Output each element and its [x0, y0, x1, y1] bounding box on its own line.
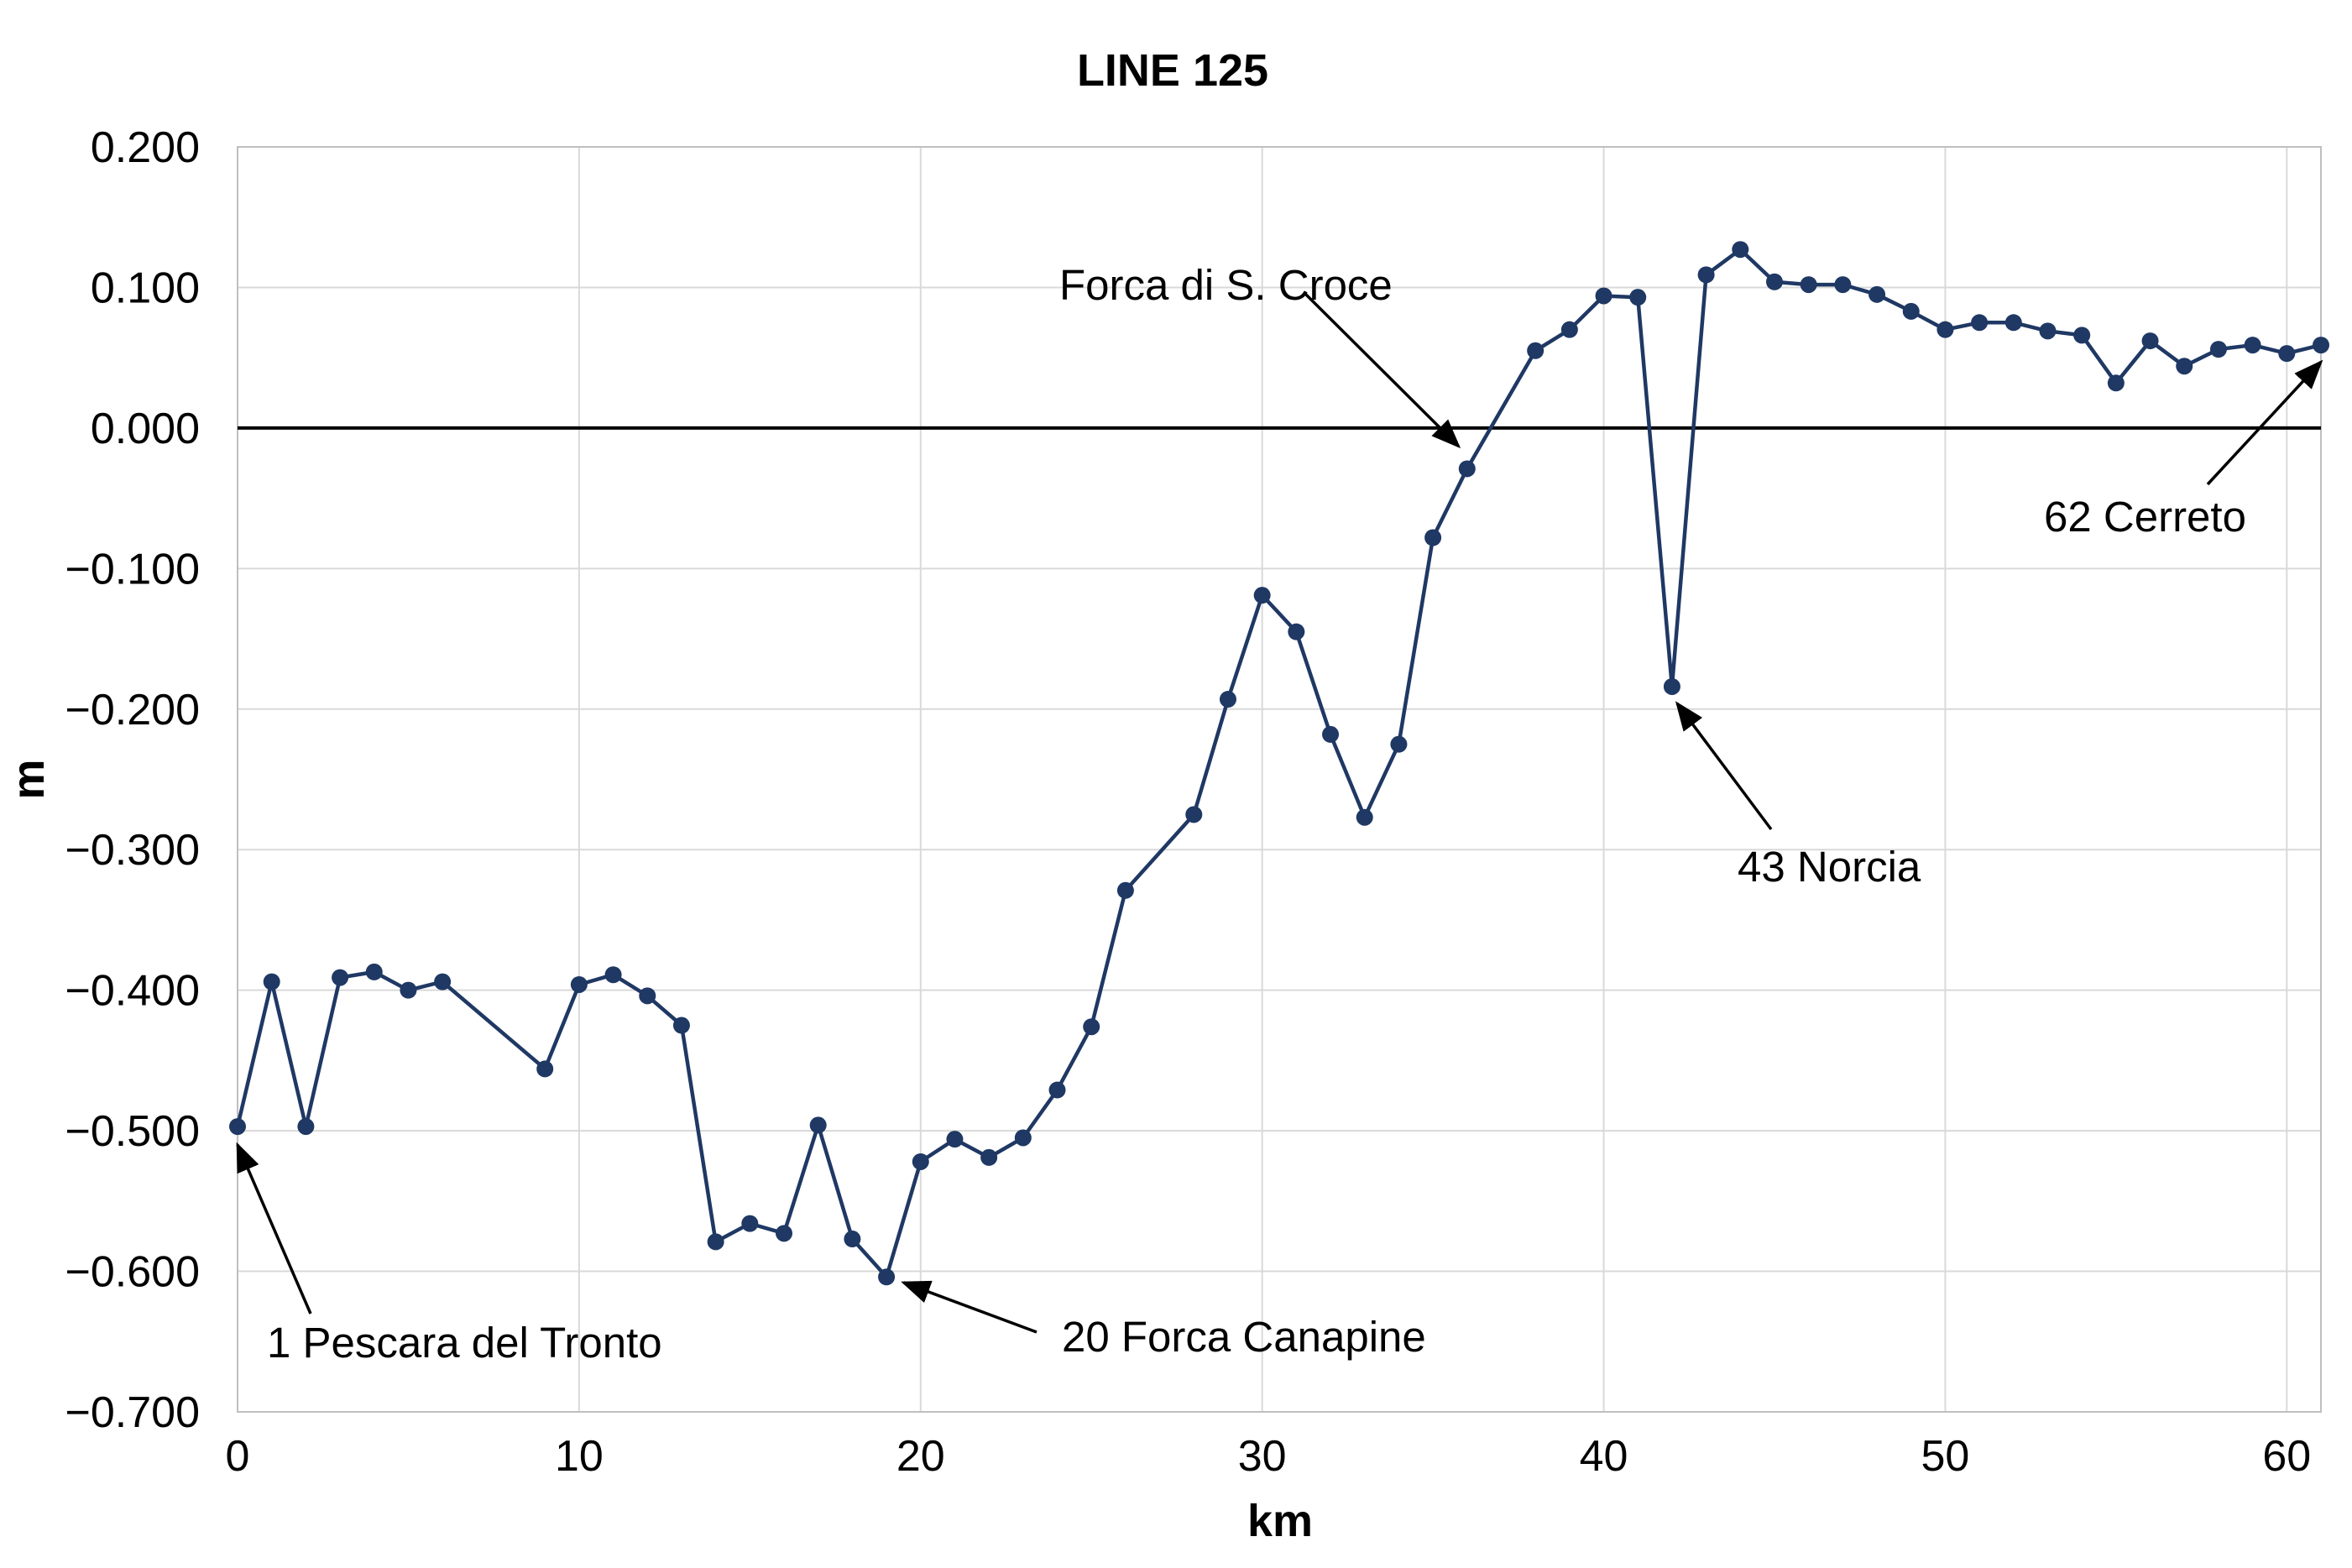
data-point [434, 973, 452, 990]
data-point [1800, 276, 1817, 294]
data-point [536, 1060, 554, 1078]
data-point [1322, 725, 1340, 743]
x-tick-label: 30 [1238, 1432, 1287, 1481]
data-point [707, 1233, 724, 1251]
data-point [1560, 321, 1578, 338]
data-point [1527, 342, 1544, 359]
data-point [776, 1225, 793, 1242]
data-point [1936, 321, 1954, 338]
y-tick-label: −0.200 [65, 686, 201, 734]
data-point [1629, 289, 1647, 306]
y-tick-label: −0.500 [65, 1107, 201, 1156]
data-point [1663, 677, 1680, 695]
data-point [809, 1116, 827, 1134]
data-point [1834, 276, 1852, 294]
data-point [2176, 358, 2193, 375]
data-point [844, 1231, 861, 1248]
data-point [2244, 337, 2261, 354]
x-axis-title: km [1247, 1496, 1313, 1546]
data-point [229, 1118, 246, 1136]
x-tick-label: 40 [1580, 1432, 1628, 1481]
y-axis-title: m [3, 759, 54, 799]
data-point [2313, 337, 2329, 354]
y-tick-label: −0.100 [65, 545, 201, 593]
chart-title: LINE 125 [1077, 45, 1268, 96]
data-point [1765, 273, 1783, 290]
x-tick-label: 20 [896, 1432, 945, 1481]
data-point [1356, 808, 1373, 826]
data-point [2209, 341, 2227, 358]
data-point [912, 1152, 929, 1170]
data-point [2278, 345, 2296, 363]
data-point [672, 1017, 690, 1034]
data-point [365, 963, 383, 980]
annotation-arrow [236, 1142, 312, 1315]
x-tick-label: 0 [226, 1432, 250, 1481]
data-point [1458, 460, 1476, 478]
annotation-label: 43 Norcia [1738, 843, 1921, 891]
data-point [2107, 374, 2125, 392]
y-tick-label: −0.300 [65, 826, 201, 875]
y-tick-label: −0.600 [65, 1248, 201, 1297]
data-point [400, 981, 417, 999]
annotation-arrow [1675, 701, 1773, 831]
data-point [1185, 806, 1203, 823]
data-point [2004, 314, 2022, 332]
annotation-label: 20 Forca Canapine [1062, 1313, 1426, 1361]
data-point [639, 987, 656, 1005]
data-point [980, 1148, 998, 1166]
y-tick-label: −0.700 [65, 1388, 201, 1437]
data-point [1595, 287, 1612, 305]
y-tick-label: 0.100 [91, 264, 200, 312]
data-point [1014, 1129, 1032, 1147]
y-tick-label: 0.000 [91, 405, 200, 453]
data-point [2039, 322, 2057, 340]
data-point [1869, 285, 1886, 303]
data-point [946, 1131, 964, 1148]
annotation-arrow [1304, 292, 1461, 449]
data-point [297, 1118, 315, 1136]
x-axis-ticks: 0 10 20 30 40 50 60 [226, 1432, 2312, 1481]
plot-area-border [237, 146, 2322, 1413]
data-point [1902, 302, 1920, 320]
data-point [570, 975, 588, 993]
x-tick-label: 60 [2262, 1432, 2311, 1481]
data-series [229, 241, 2329, 1286]
data-point [1971, 314, 1989, 332]
data-point [1048, 1081, 1066, 1099]
data-point [1732, 241, 1749, 259]
data-point [263, 973, 280, 990]
gridlines [237, 146, 2321, 1413]
series-line [235, 247, 2322, 1279]
data-point [1697, 266, 1715, 284]
data-point [1116, 881, 1134, 899]
data-point [1288, 623, 1305, 640]
annotations: Forca di S. Croce 62 Cerreto 43 Norcia 1 Pe… [236, 261, 2323, 1367]
data-point [332, 969, 349, 986]
annotation-arrow [901, 1280, 1037, 1334]
x-tick-label: 50 [1921, 1432, 1970, 1481]
data-point [741, 1215, 759, 1232]
y-axis-ticks: 0.200 0.100 0.000 −0.100 −0.200 −0.300 −0.400 −… [65, 123, 201, 1437]
annotation-label: Forca di S. Croce [1059, 261, 1393, 309]
data-point [1424, 529, 1442, 546]
annotation-label: 62 Cerreto [2044, 493, 2246, 541]
annotation-label: 1 Pescara del Tronto [267, 1319, 662, 1367]
y-tick-label: −0.400 [65, 967, 201, 1016]
data-point [604, 966, 622, 984]
data-point [1219, 691, 1236, 708]
data-point [1083, 1018, 1100, 1036]
annotation-arrow [2206, 359, 2323, 486]
data-point [1390, 735, 1408, 753]
data-point [878, 1268, 896, 1286]
data-point [2073, 327, 2091, 344]
y-tick-label: 0.200 [91, 123, 200, 172]
x-tick-label: 10 [555, 1432, 604, 1481]
data-point [1253, 587, 1271, 604]
data-point [2141, 332, 2159, 350]
